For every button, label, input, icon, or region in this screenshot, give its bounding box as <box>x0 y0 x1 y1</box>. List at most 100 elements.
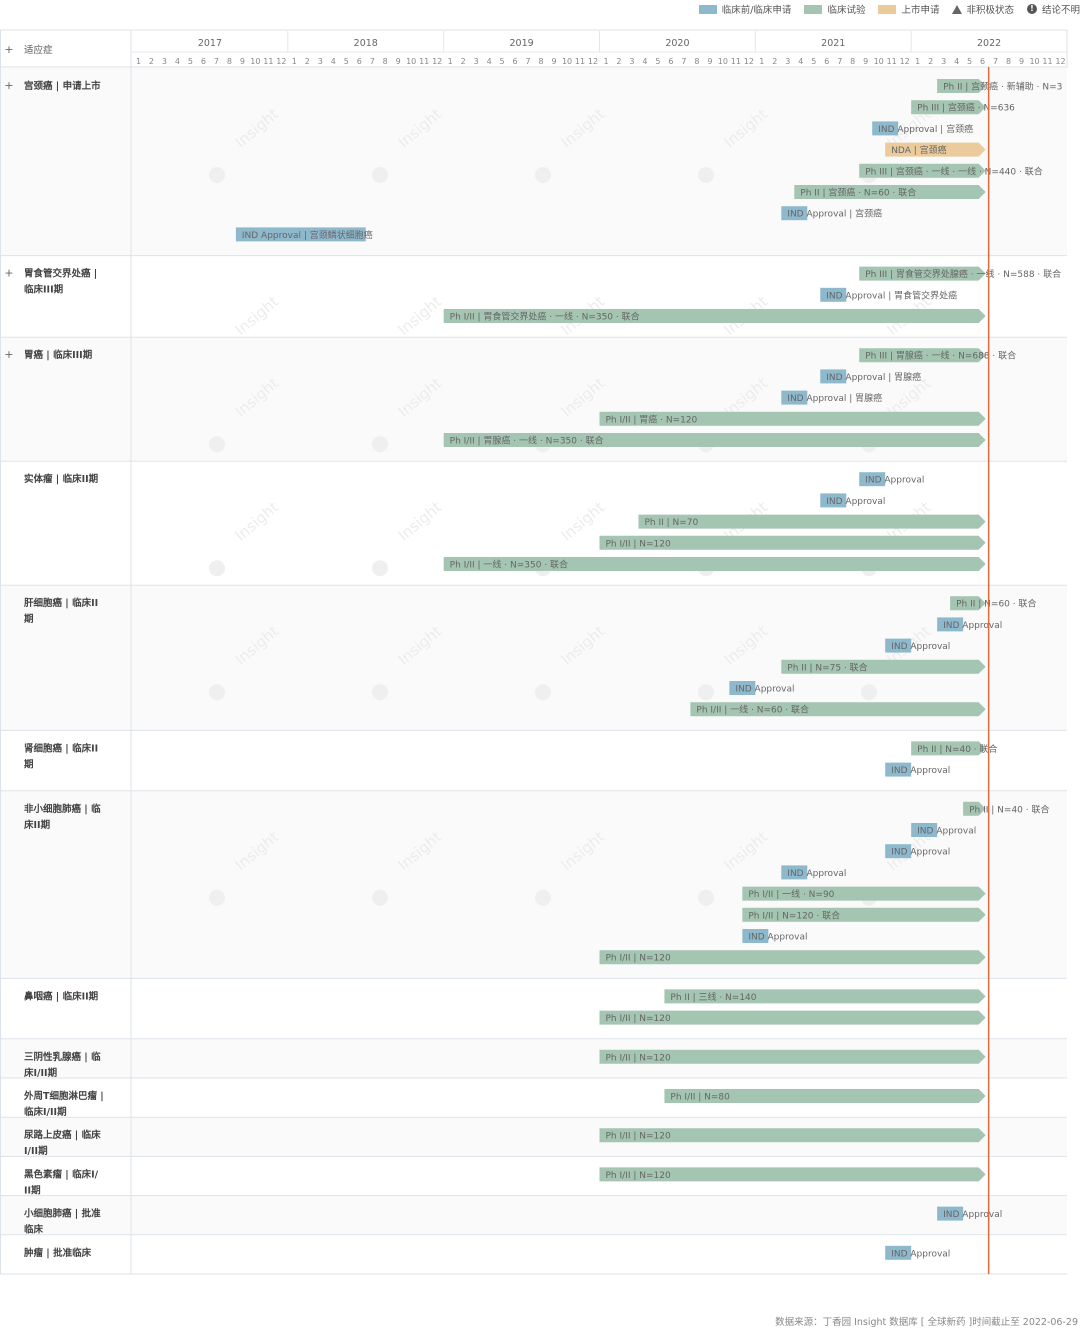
bar-label: Ph I/II | 一线 · N=90 <box>748 888 834 900</box>
bar-label: Ph II | N=75 · 联合 <box>787 661 867 673</box>
month-tick-label: 5 <box>500 57 505 66</box>
indication-row-bg <box>0 1195 1067 1235</box>
watermark-logo <box>535 167 551 183</box>
legend-item[interactable]: 临床前/临床申请 <box>698 2 792 16</box>
trial-bar <box>794 185 986 199</box>
legend-item[interactable]: 上市申请 <box>878 2 939 16</box>
month-tick-label: 11 <box>419 57 429 66</box>
legend-label: 临床前/临床申请 <box>721 5 792 16</box>
bar-label: IND Approval | 宫颈鳞状细胞癌 <box>242 229 373 241</box>
bar-label: IND Approval | 宫颈癌 <box>878 123 973 135</box>
footer-source: 数据来源：丁香园 Insight 数据库 [ 全球新药 ]时间截止至 2022-… <box>775 1317 1078 1328</box>
month-tick-label: 5 <box>967 57 972 66</box>
watermark-logo <box>209 684 225 701</box>
year-tick-label: 2020 <box>665 38 689 49</box>
plus-icon: + <box>4 79 13 92</box>
bar-label: Ph I/II | 胃癌 · N=120 <box>606 413 698 425</box>
indication-label: 小细胞肺癌 | 批准 <box>23 1208 101 1220</box>
ind-approval-bar <box>937 617 964 632</box>
trial-bar <box>963 801 986 816</box>
bar-label: Ph II | 三线 · N=140 <box>670 991 756 1003</box>
plus-icon: + <box>4 43 13 56</box>
bar-label: Ph I/II | N=120 <box>606 1132 671 1142</box>
bar-label: IND Approval <box>865 476 924 486</box>
trial-bar <box>937 79 986 93</box>
month-tick-label: 8 <box>694 57 699 66</box>
bar-label: Ph III | 胃食管交界处腺癌 · 一线 · N=588 · 联合 <box>865 268 1061 280</box>
ind-approval-bar <box>820 493 847 508</box>
trial-bar <box>911 741 986 756</box>
watermark-logo <box>372 167 388 183</box>
indication-label: 外周T细胞淋巴瘤 | <box>23 1090 104 1102</box>
legend-item[interactable]: 非积极状态 <box>952 2 1014 16</box>
bar-label: Ph I/II | 一线 · N=60 · 联合 <box>696 704 809 716</box>
month-tick-label: 3 <box>629 57 634 66</box>
month-tick-label: 3 <box>785 57 790 66</box>
ind-approval-bar <box>885 638 912 653</box>
watermark-logo <box>372 889 388 906</box>
legend-swatch <box>804 4 823 14</box>
ind-approval-bar <box>742 929 769 943</box>
month-tick-label: 6 <box>980 57 985 66</box>
year-tick-label: 2019 <box>509 38 533 49</box>
watermark-logo <box>698 167 714 183</box>
month-tick-label: 3 <box>941 57 946 66</box>
indication-header-label: 适应症 <box>24 44 53 56</box>
legend-label: 临床试验 <box>827 5 866 16</box>
trial-bar <box>599 1010 986 1025</box>
legend-item[interactable]: 临床试验 <box>804 2 865 16</box>
bar-label: Ph I/II | 胃食管交界处癌 · 一线 · N=350 · 联合 <box>450 311 640 323</box>
bar-label: Ph II | 宫颈癌 · N=60 · 联合 <box>800 187 916 199</box>
month-tick-label: 10 <box>718 57 728 66</box>
month-tick-label: 7 <box>681 57 686 66</box>
bar-label: Ph I/II | N=120 · 联合 <box>748 909 840 921</box>
nda-bar <box>885 142 986 157</box>
month-tick-label: 1 <box>759 57 764 66</box>
month-tick-label: 2 <box>616 57 621 66</box>
bar-label: Ph II | N=40 · 联合 <box>969 803 1049 815</box>
month-tick-label: 9 <box>707 57 712 66</box>
month-tick-label: 9 <box>396 57 401 66</box>
month-tick-label: 3 <box>474 57 479 66</box>
month-tick-label: 12 <box>744 57 754 66</box>
bar-label: Ph I/II | N=120 <box>606 1053 671 1063</box>
bar-label: Ph II | N=70 <box>644 518 698 528</box>
legend-swatch <box>698 4 717 14</box>
month-tick-label: 2 <box>772 57 777 66</box>
trial-bar <box>742 907 986 922</box>
bar-label: IND Approval <box>735 685 794 695</box>
trial-bar <box>781 659 986 674</box>
month-tick-label: 12 <box>1055 57 1065 66</box>
month-tick-label: 9 <box>240 57 245 66</box>
month-tick-label: 6 <box>824 57 829 66</box>
plus-icon: + <box>4 267 13 280</box>
legend-label: 结论不明 <box>1041 5 1080 16</box>
month-tick-label: 6 <box>357 57 362 66</box>
month-tick-label: 10 <box>406 57 416 66</box>
month-tick-label: 2 <box>461 57 466 66</box>
trial-bar <box>859 163 986 178</box>
watermark-logo <box>535 889 551 906</box>
bar-label: Ph I/II | N=120 <box>606 1014 671 1024</box>
ind-approval-bar <box>859 472 886 487</box>
trial-bar <box>742 886 986 901</box>
legend-item[interactable]: ! 结论不明 <box>1026 2 1080 16</box>
trial-bar <box>664 1089 986 1103</box>
ind-approval-bar <box>781 390 808 405</box>
watermark-logo <box>698 684 714 701</box>
indication-label: 临床III期 <box>24 284 63 296</box>
month-tick-label: 4 <box>175 57 180 66</box>
ind-approval-bar <box>911 823 938 837</box>
trial-bar <box>859 266 986 281</box>
legend: 临床前/临床申请 临床试验 上市申请 非积极状态 ! 结论不明 <box>686 2 1080 16</box>
month-tick-label: 6 <box>201 57 206 66</box>
indication-label: 实体瘤 | 临床II期 <box>24 473 98 485</box>
month-tick-label: 11 <box>1042 57 1052 66</box>
watermark-logo <box>861 684 877 701</box>
bar-label: IND Approval | 胃腺癌 <box>826 371 921 383</box>
month-tick-label: 1 <box>136 57 141 66</box>
bar-label: Ph II | N=40 · 联合 <box>917 743 997 755</box>
bar-label: Ph II | N=60 · 联合 <box>956 598 1036 610</box>
month-tick-label: 2 <box>305 57 310 66</box>
